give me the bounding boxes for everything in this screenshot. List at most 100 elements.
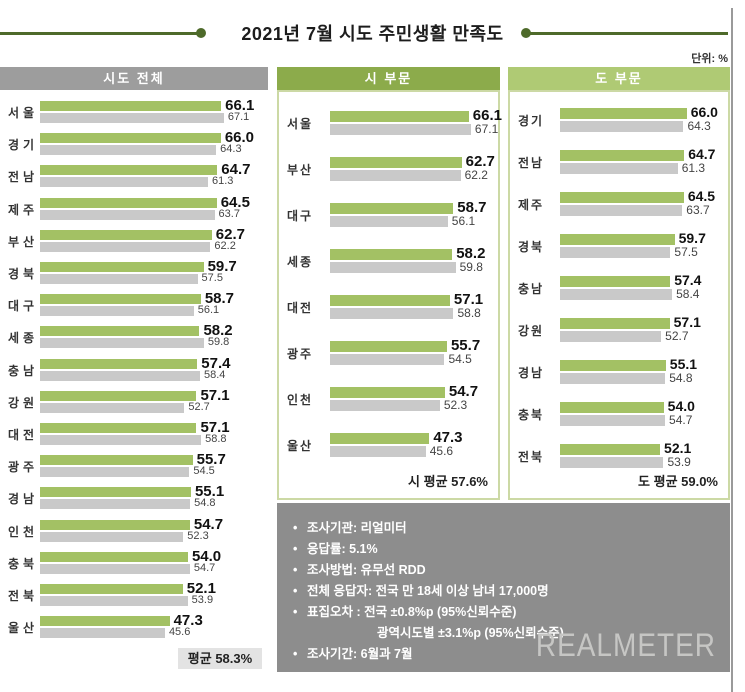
current-bar xyxy=(560,402,664,413)
bar-row: 대전 57.1 58.8 xyxy=(0,418,268,450)
title-rule-right-dot xyxy=(521,28,531,38)
survey-info-line: • 응답률: 5.1% xyxy=(293,539,716,560)
previous-bar xyxy=(560,247,671,258)
panel-header-city: 시 부문 xyxy=(277,67,500,90)
bar-row: 경남 55.1 54.8 xyxy=(0,482,268,514)
current-value: 64.5 xyxy=(687,188,716,204)
previous-bar xyxy=(560,163,678,174)
bullet-icon: • xyxy=(293,647,298,661)
current-bar xyxy=(330,433,430,444)
previous-bar xyxy=(560,205,683,216)
previous-value: 58.8 xyxy=(457,306,481,320)
current-bar xyxy=(40,294,201,305)
region-label: 경북 xyxy=(8,267,39,282)
previous-bar xyxy=(330,446,426,457)
bar-row: 대구 58.7 56.1 xyxy=(0,289,268,321)
current-value: 54.0 xyxy=(667,398,695,414)
current-value: 57.1 xyxy=(200,386,230,404)
previous-bar xyxy=(40,306,194,317)
region-label: 서울 xyxy=(287,117,314,131)
previous-value: 64.3 xyxy=(687,119,711,133)
region-label: 경남 xyxy=(518,366,545,380)
bar-rows-all: 서울 66.1 67.1 경기 66.0 64.3 전남 64.7 61.3 제주 64.5 63.7… xyxy=(0,96,268,643)
previous-bar xyxy=(560,415,666,426)
region-label: 전북 xyxy=(8,588,39,603)
current-bar xyxy=(560,234,675,245)
previous-bar xyxy=(330,216,448,227)
current-value: 57.1 xyxy=(453,291,484,308)
current-bar xyxy=(40,487,191,498)
region-label: 광주 xyxy=(287,347,314,361)
current-bar xyxy=(40,519,190,530)
current-value: 58.7 xyxy=(204,290,235,308)
current-value: 52.1 xyxy=(186,579,216,597)
bar-row: 인천 54.7 52.3 xyxy=(279,376,498,422)
region-label: 대구 xyxy=(8,299,39,314)
previous-value: 54.7 xyxy=(193,561,216,574)
current-value: 64.5 xyxy=(220,193,250,211)
previous-value: 52.3 xyxy=(187,529,209,542)
bar-row: 제주 64.5 63.7 xyxy=(510,183,728,225)
previous-value: 67.1 xyxy=(227,111,250,124)
bullet-icon: • xyxy=(293,521,298,535)
current-value: 58.2 xyxy=(456,245,486,262)
current-bar xyxy=(330,203,454,214)
previous-bar xyxy=(40,113,224,124)
current-bar xyxy=(330,111,469,122)
survey-info-line: • 전체 응답자: 전국 만 18세 이상 남녀 17,000명 xyxy=(293,581,716,602)
region-label: 광주 xyxy=(8,460,39,475)
current-value: 57.1 xyxy=(200,418,230,436)
region-label: 울산 xyxy=(8,621,39,636)
current-bar xyxy=(560,360,666,371)
previous-value: 45.6 xyxy=(168,626,191,639)
region-label: 경북 xyxy=(518,240,545,254)
current-value: 57.4 xyxy=(674,272,702,288)
current-value: 66.0 xyxy=(690,104,718,120)
previous-bar xyxy=(40,370,201,381)
previous-bar xyxy=(40,209,215,220)
previous-value: 52.7 xyxy=(665,329,689,343)
current-value: 52.1 xyxy=(664,440,692,456)
current-value: 66.1 xyxy=(472,107,502,124)
bar-row: 경북 59.7 57.5 xyxy=(0,257,268,289)
region-label: 제주 xyxy=(8,202,39,217)
previous-bar xyxy=(40,467,190,478)
previous-value: 53.9 xyxy=(667,455,691,469)
region-label: 충남 xyxy=(8,363,39,378)
current-value: 55.1 xyxy=(669,356,698,372)
current-value: 66.1 xyxy=(225,97,255,115)
previous-value: 63.7 xyxy=(218,207,240,220)
previous-value: 54.5 xyxy=(193,465,215,478)
region-label: 강원 xyxy=(518,324,545,338)
bar-row: 서울 66.1 67.1 xyxy=(0,96,268,128)
previous-value: 52.7 xyxy=(188,400,210,413)
current-value: 66.0 xyxy=(224,129,255,147)
bar-row: 전북 52.1 53.9 xyxy=(0,579,268,611)
current-bar xyxy=(330,295,450,306)
current-value: 57.1 xyxy=(673,314,701,330)
bullet-icon: • xyxy=(293,605,298,619)
current-bar xyxy=(560,192,684,203)
bar-row: 충북 54.0 54.7 xyxy=(510,393,728,435)
previous-bar xyxy=(560,121,684,132)
bar-row: 제주 64.5 63.7 xyxy=(0,193,268,225)
previous-value: 57.5 xyxy=(674,245,698,259)
bar-row: 경남 55.1 54.8 xyxy=(510,351,728,393)
region-label: 충북 xyxy=(518,408,545,422)
title-rule-right xyxy=(529,32,728,35)
page-edge-line xyxy=(731,8,733,692)
survey-info-line: 광역시도별 ±3.1%p (95%신뢰수준) xyxy=(377,626,564,640)
previous-bar xyxy=(330,400,440,411)
current-value: 55.7 xyxy=(450,337,481,354)
current-bar xyxy=(330,157,462,168)
current-value: 62.7 xyxy=(215,225,245,243)
previous-value: 58.4 xyxy=(676,287,700,301)
previous-value: 61.3 xyxy=(211,175,234,188)
current-bar xyxy=(330,387,445,398)
previous-value: 59.8 xyxy=(207,336,230,349)
previous-bar xyxy=(330,124,471,135)
bar-row: 경기 66.0 64.3 xyxy=(510,99,728,141)
bar-row: 강원 57.1 52.7 xyxy=(510,309,728,351)
bar-row: 서울 66.1 67.1 xyxy=(279,100,502,146)
previous-bar xyxy=(40,145,217,156)
